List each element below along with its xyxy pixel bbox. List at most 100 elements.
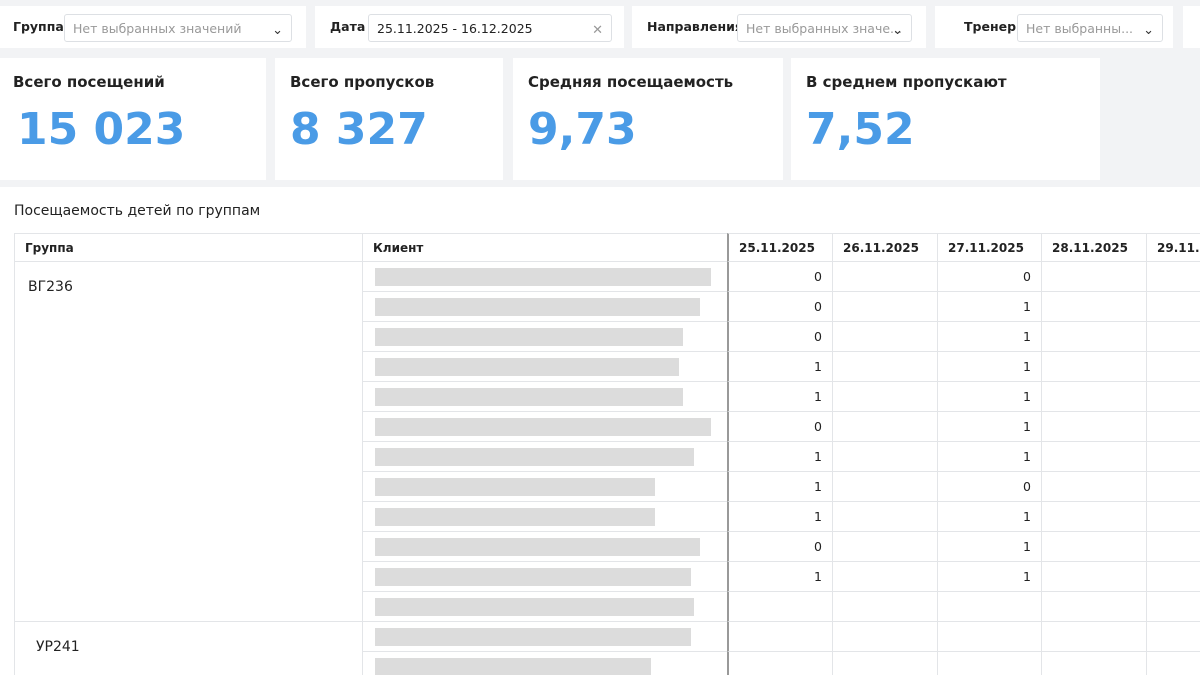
kpi-value: 15 023 [17, 104, 186, 155]
attendance-cell [1146, 322, 1200, 352]
client-name-redacted [375, 388, 683, 406]
attendance-cell [1146, 262, 1200, 292]
client-cell [362, 532, 727, 562]
attendance-cell [727, 652, 832, 675]
kpi-label: В среднем пропускают [806, 73, 1007, 91]
attendance-cell: 0 [727, 322, 832, 352]
group-name: УР241 [36, 639, 80, 655]
attendance-cell: 1 [727, 442, 832, 472]
filter-card: Дата 25.11.2025 - 16.12.2025 ✕ [315, 6, 624, 48]
client-name-redacted [375, 538, 700, 556]
client-name-redacted [375, 628, 691, 646]
filter-label: Группа [13, 19, 64, 34]
client-cell [362, 262, 727, 292]
client-name-redacted [375, 478, 655, 496]
attendance-cell [832, 592, 937, 622]
attendance-cell [832, 412, 937, 442]
filter-label: Направления [647, 19, 743, 34]
attendance-cell [832, 502, 937, 532]
attendance-cell [937, 652, 1041, 675]
filter-label: Дата [330, 19, 366, 34]
kpi-card: Всего посещений 15 023 [0, 58, 266, 180]
attendance-cell: 1 [727, 472, 832, 502]
attendance-cell [1041, 532, 1146, 562]
clear-icon[interactable]: ✕ [592, 23, 603, 38]
client-cell [362, 352, 727, 382]
column-header: Клиент [362, 233, 727, 262]
attendance-cell [1041, 352, 1146, 382]
attendance-cell [1041, 562, 1146, 592]
attendance-cell: 0 [727, 292, 832, 322]
attendance-cell [832, 352, 937, 382]
column-header: 25.11.2025 [727, 233, 832, 262]
chevron: ⌄ [892, 23, 903, 38]
client-cell [362, 502, 727, 532]
group-cell [14, 622, 362, 675]
attendance-cell: 1 [937, 382, 1041, 412]
attendance-cell: 1 [937, 532, 1041, 562]
client-name-redacted [375, 658, 651, 675]
attendance-cell [832, 262, 937, 292]
attendance-cell [832, 292, 937, 322]
column-header: 29.11.2025 [1146, 233, 1200, 262]
date-input[interactable]: 25.11.2025 - 16.12.2025 ✕ [368, 14, 612, 42]
placeholder: Нет выбранных значе... [746, 21, 902, 36]
attendance-cell [937, 622, 1041, 652]
client-cell [362, 652, 727, 675]
client-cell [362, 562, 727, 592]
kpi-value: 9,73 [528, 104, 637, 155]
filter-card [1183, 6, 1200, 48]
attendance-cell [1146, 442, 1200, 472]
attendance-cell: 1 [727, 562, 832, 592]
column-header: 28.11.2025 [1041, 233, 1146, 262]
attendance-cell: 1 [937, 442, 1041, 472]
client-name-redacted [375, 298, 700, 316]
attendance-cell [1146, 622, 1200, 652]
client-name-redacted [375, 328, 683, 346]
filter-label: Тренер [964, 19, 1017, 34]
attendance-cell: 1 [937, 292, 1041, 322]
attendance-cell [832, 472, 937, 502]
attendance-cell [1146, 652, 1200, 675]
attendance-cell [1041, 412, 1146, 442]
column-header: 27.11.2025 [937, 233, 1041, 262]
client-cell [362, 292, 727, 322]
kpi-label: Всего пропусков [290, 73, 435, 91]
attendance-cell [1146, 502, 1200, 532]
filter-select[interactable]: Нет выбранных значений ⌄ [64, 14, 292, 42]
attendance-cell [832, 652, 937, 675]
column-header: Группа [14, 233, 362, 262]
kpi-card: Всего пропусков 8 327 [275, 58, 503, 180]
client-name-redacted [375, 598, 694, 616]
attendance-cell: 0 [937, 472, 1041, 502]
date-range: 25.11.2025 - 16.12.2025 [377, 21, 533, 36]
attendance-cell: 1 [937, 412, 1041, 442]
kpi-card: Средняя посещаемость 9,73 [513, 58, 783, 180]
client-cell [362, 592, 727, 622]
attendance-cell [832, 442, 937, 472]
client-name-redacted [375, 508, 655, 526]
filter-card: Группа Нет выбранных значений ⌄ [0, 6, 306, 48]
attendance-cell: 0 [727, 532, 832, 562]
attendance-cell: 1 [937, 562, 1041, 592]
filter-select[interactable]: Нет выбранны... ⌄ [1017, 14, 1163, 42]
attendance-cell [727, 622, 832, 652]
filter-select[interactable]: Нет выбранных значе... ⌄ [737, 14, 912, 42]
attendance-cell [1041, 622, 1146, 652]
attendance-cell: 0 [727, 262, 832, 292]
attendance-cell [1146, 532, 1200, 562]
attendance-cell [1041, 502, 1146, 532]
attendance-cell [1146, 562, 1200, 592]
client-cell [362, 382, 727, 412]
client-name-redacted [375, 268, 711, 286]
attendance-cell [1146, 352, 1200, 382]
attendance-cell: 1 [937, 502, 1041, 532]
chevron: ⌄ [1143, 23, 1154, 38]
attendance-cell [832, 532, 937, 562]
client-name-redacted [375, 418, 711, 436]
attendance-cell [832, 562, 937, 592]
attendance-cell [1041, 652, 1146, 675]
attendance-cell [1146, 592, 1200, 622]
attendance-cell [832, 382, 937, 412]
